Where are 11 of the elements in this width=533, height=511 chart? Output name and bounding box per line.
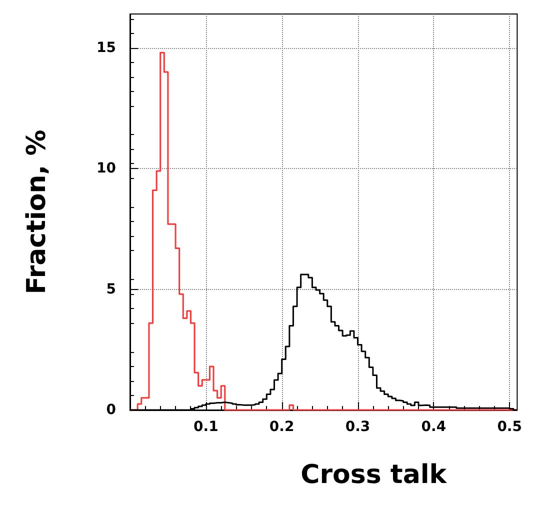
- y-axis-title: Fraction, %: [22, 130, 52, 294]
- y-tick-label: 15: [96, 40, 116, 56]
- y-tick-label: 5: [106, 281, 116, 298]
- y-tick-label: 0: [106, 402, 116, 418]
- y-tick-label: 10: [96, 160, 116, 177]
- x-tick-label: 0.2: [269, 419, 294, 435]
- x-axis-title: Cross talk: [300, 460, 448, 490]
- x-tick-label: 0.4: [421, 419, 446, 435]
- x-tick-label: 0.5: [497, 419, 522, 435]
- x-tick-label: 0.3: [345, 419, 370, 435]
- x-tick-label: 0.1: [194, 419, 218, 435]
